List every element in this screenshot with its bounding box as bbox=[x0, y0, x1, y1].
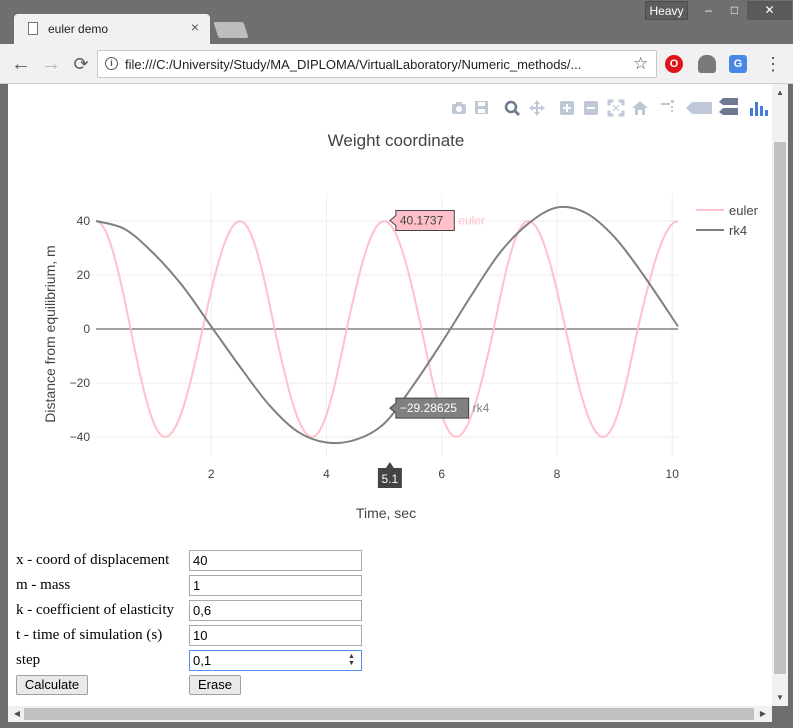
page-icon bbox=[28, 22, 38, 35]
reload-icon[interactable]: ⟳ bbox=[73, 54, 89, 74]
x-coord-input[interactable] bbox=[189, 550, 362, 571]
x-tick-label: 10 bbox=[666, 467, 680, 481]
hover-value-rk4: −29.28625 bbox=[400, 401, 457, 415]
series-line-rk4 bbox=[95, 205, 679, 445]
tab-close-icon[interactable]: × bbox=[190, 19, 200, 35]
vertical-scroll-thumb[interactable] bbox=[774, 142, 786, 674]
y-tick-label: 0 bbox=[83, 322, 90, 336]
hover-value-euler: 40.1737 bbox=[400, 214, 444, 228]
axis-ticks: 2 4 6 8 10 40 20 0 −20 −40 bbox=[70, 214, 680, 481]
info-icon[interactable]: i bbox=[105, 57, 118, 70]
autoscale-icon[interactable] bbox=[607, 99, 625, 117]
scroll-right-icon[interactable]: ▶ bbox=[759, 709, 767, 718]
forward-arrow-icon[interactable]: → bbox=[41, 53, 61, 75]
x-tick-label: 4 bbox=[323, 467, 330, 481]
hover-name-rk4: rk4 bbox=[473, 401, 490, 415]
plot-legend[interactable]: euler rk4 bbox=[696, 203, 759, 238]
hover-box-euler bbox=[389, 210, 455, 232]
ghostery-icon[interactable] bbox=[698, 55, 716, 73]
plot-modebar bbox=[452, 98, 768, 117]
y-tick-label: 40 bbox=[77, 214, 91, 228]
browser-tab[interactable]: euler demo × bbox=[14, 14, 210, 44]
window-frame bbox=[0, 722, 793, 728]
browser-toolbar: ← → ⟳ i file:///C:/University/Study/MA_D… bbox=[0, 44, 793, 84]
x-axis-label: Time, sec bbox=[356, 505, 416, 521]
mass-label: m - mass bbox=[16, 577, 71, 593]
y-tick-label: 20 bbox=[77, 268, 91, 282]
back-arrow-icon[interactable]: ← bbox=[11, 53, 31, 75]
x-tick-label: 2 bbox=[208, 467, 215, 481]
pan-icon[interactable] bbox=[529, 100, 545, 116]
page-viewport: Weight coordinate 2 4 6 8 10 40 20 0 −20 −40 Time… bbox=[8, 84, 772, 706]
hover-closest-icon[interactable] bbox=[686, 102, 712, 114]
mass-input[interactable] bbox=[189, 575, 362, 596]
erase-button[interactable]: Erase bbox=[189, 675, 241, 695]
menu-icon[interactable]: ⋮ bbox=[764, 54, 782, 74]
scroll-left-icon[interactable]: ◀ bbox=[13, 709, 21, 718]
tab-title: euler demo bbox=[48, 22, 109, 36]
close-window-icon[interactable]: ✕ bbox=[747, 1, 792, 20]
y-tick-label: −20 bbox=[70, 376, 91, 390]
step-input[interactable] bbox=[189, 650, 362, 671]
plotly-logo-icon[interactable] bbox=[750, 102, 768, 116]
plot-area: Weight coordinate 2 4 6 8 10 40 20 0 −20 −40 Time… bbox=[42, 98, 768, 521]
window-frame bbox=[0, 84, 8, 728]
url-text[interactable]: file:///C:/University/Study/MA_DIPLOMA/V… bbox=[125, 57, 582, 72]
zoom-in-icon[interactable] bbox=[560, 101, 574, 115]
minimize-icon[interactable]: – bbox=[705, 3, 712, 17]
address-bar[interactable]: i file:///C:/University/Study/MA_DIPLOMA… bbox=[97, 50, 657, 78]
chart-title: Weight coordinate bbox=[328, 131, 465, 150]
plot-grid bbox=[96, 194, 678, 456]
series-line-euler bbox=[95, 219, 679, 439]
new-tab-button[interactable] bbox=[213, 22, 249, 38]
horizontal-scrollbar[interactable]: ◀ ▶ bbox=[8, 706, 772, 722]
calculate-button[interactable]: Calculate bbox=[16, 675, 88, 695]
spike-lines-icon[interactable] bbox=[661, 100, 674, 112]
time-input[interactable] bbox=[189, 625, 362, 646]
x-hover-box bbox=[377, 462, 402, 488]
title-bar: euler demo × Heavy – □ ✕ bbox=[0, 0, 793, 44]
hover-box-rk4 bbox=[389, 397, 470, 419]
plot-lines bbox=[95, 205, 679, 445]
x-hover-label: 5.1 bbox=[382, 472, 399, 486]
window-frame bbox=[788, 84, 793, 728]
hover-name-euler: euler bbox=[458, 214, 485, 228]
legend-label-rk4: rk4 bbox=[729, 223, 747, 238]
horizontal-scroll-thumb[interactable] bbox=[24, 708, 754, 720]
profile-button[interactable]: Heavy bbox=[645, 1, 688, 20]
opera-icon[interactable]: O bbox=[665, 55, 683, 73]
x-tick-label: 8 bbox=[554, 467, 561, 481]
elasticity-label: k - coefficient of elasticity bbox=[16, 602, 174, 618]
y-axis-label: Distance from equilibrium, m bbox=[42, 245, 58, 422]
scroll-down-icon[interactable]: ▼ bbox=[776, 693, 784, 702]
x-tick-label: 6 bbox=[438, 467, 445, 481]
scroll-up-icon[interactable]: ▲ bbox=[776, 88, 784, 97]
hover-labels: 5.1 40.1737 euler −29.28625 rk4 bbox=[377, 210, 490, 488]
vertical-scrollbar[interactable]: ▲ ▼ bbox=[772, 84, 788, 706]
zoom-icon[interactable] bbox=[504, 100, 521, 117]
y-tick-label: −40 bbox=[70, 430, 91, 444]
x-coord-label: x - coord of displacement bbox=[16, 552, 170, 568]
elasticity-input[interactable] bbox=[189, 600, 362, 621]
google-translate-icon[interactable]: G bbox=[729, 55, 747, 73]
legend-label-euler: euler bbox=[729, 203, 759, 218]
hover-compare-icon[interactable] bbox=[719, 98, 738, 115]
bookmark-star-icon[interactable]: ☆ bbox=[633, 54, 649, 73]
step-label: step bbox=[16, 652, 41, 668]
stepper-arrows-icon[interactable]: ▲ ▼ bbox=[348, 652, 355, 667]
save-icon[interactable] bbox=[475, 101, 488, 114]
camera-icon[interactable] bbox=[452, 102, 466, 114]
reset-axes-icon[interactable] bbox=[632, 101, 648, 115]
maximize-icon[interactable]: □ bbox=[730, 3, 739, 17]
time-label: t - time of simulation (s) bbox=[16, 627, 163, 643]
zoom-out-icon[interactable] bbox=[584, 101, 598, 115]
